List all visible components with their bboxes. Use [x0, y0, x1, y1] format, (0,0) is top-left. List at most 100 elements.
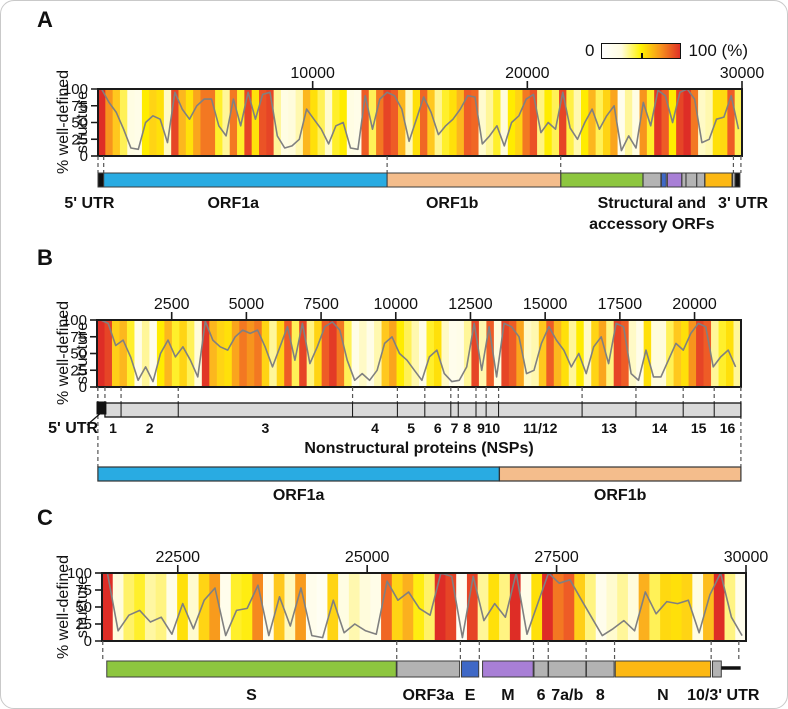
colorbar-legend: 0 100 (%): [585, 41, 748, 61]
heat-column: [727, 89, 736, 156]
heat-column: [424, 573, 436, 641]
nsp-label: 11/12: [523, 420, 557, 436]
heat-column: [411, 320, 420, 387]
heat-column: [661, 89, 670, 156]
x-tick-label: 5000: [229, 296, 265, 313]
nsp-label: 8: [463, 420, 471, 436]
heat-column: [246, 320, 255, 387]
heat-column: [735, 573, 747, 641]
genome-label: 5' UTR: [64, 195, 114, 212]
genome-label: M: [501, 687, 514, 704]
genome-segment: [533, 660, 549, 678]
nsp-bar: [104, 402, 742, 418]
heat-column: [696, 320, 704, 387]
heat-column: [712, 89, 721, 156]
panel-a-letter: A: [37, 7, 53, 32]
heat-column: [198, 573, 210, 641]
heat-column: [102, 573, 114, 641]
heat-column: [209, 573, 221, 641]
heat-column: [574, 573, 586, 641]
heat-column: [299, 320, 308, 387]
heat-column: [119, 320, 128, 387]
heat-column: [638, 573, 650, 641]
heat-column: [177, 573, 189, 641]
genome-segment: [386, 172, 562, 188]
heat-column: [434, 89, 443, 156]
heat-column: [434, 573, 446, 641]
heat-column: [602, 89, 611, 156]
heat-column: [703, 573, 715, 641]
heat-column: [478, 320, 487, 387]
genome-segment: [103, 172, 388, 188]
heat-column: [280, 89, 289, 156]
heat-column: [613, 320, 622, 387]
genome-label: 10/3' UTR: [687, 687, 760, 704]
y-tick-label: 100: [63, 81, 88, 98]
heat-column: [302, 89, 311, 156]
heat-column: [651, 320, 660, 387]
orf-segment: [97, 466, 500, 482]
nsp-label: 13: [601, 420, 617, 436]
heat-column: [441, 89, 450, 156]
heat-column: [332, 89, 340, 156]
x-tick-label: 12500: [448, 296, 493, 313]
genome-segment: [660, 172, 667, 188]
x-tick-label: 2500: [154, 296, 190, 313]
x-tick-label: 30000: [724, 549, 769, 566]
heat-column: [445, 573, 457, 641]
heat-column: [658, 320, 667, 387]
heat-column: [338, 573, 350, 641]
heat-column: [273, 89, 282, 156]
heat-column: [516, 320, 525, 387]
nsp-label: 10: [485, 420, 501, 436]
heat-column: [720, 89, 728, 156]
colorbar-max-label: 100 (%): [688, 41, 748, 60]
heat-column: [705, 89, 714, 156]
heat-column: [187, 573, 199, 641]
heat-column: [295, 89, 304, 156]
panel-c-letter: C: [37, 505, 53, 530]
heat-column: [654, 89, 662, 156]
heat-column: [627, 573, 640, 641]
heat-column: [568, 320, 577, 387]
heat-column: [134, 320, 143, 387]
heat-column: [141, 320, 150, 387]
genome-segment: [642, 172, 662, 188]
genome-label: accessory ORFs: [589, 216, 715, 233]
heat-column: [463, 320, 472, 387]
heat-column: [537, 89, 545, 156]
heat-column: [305, 573, 318, 641]
heat-column: [383, 89, 392, 156]
y-tick-label: 25: [70, 362, 87, 379]
heat-column: [546, 320, 555, 387]
heat-column: [185, 89, 194, 156]
genome-label: E: [465, 687, 476, 704]
nsp-label: 15: [691, 420, 707, 436]
heat-column: [112, 89, 121, 156]
heat-column: [273, 573, 285, 641]
heat-column: [515, 89, 523, 156]
structure-line: [100, 319, 737, 383]
heat-column: [222, 89, 231, 156]
heat-column: [419, 320, 427, 387]
heat-column: [523, 320, 532, 387]
heat-column: [391, 573, 403, 641]
nsp-caption: Nonstructural proteins (NSPs): [304, 440, 533, 457]
heat-column: [310, 89, 318, 156]
genome-segment: [685, 172, 698, 188]
heat-column: [366, 320, 375, 387]
heat-column: [126, 320, 135, 387]
panel-b-letter: B: [37, 245, 53, 270]
heat-column: [404, 320, 412, 387]
y-tick-label: 50: [71, 115, 88, 132]
heat-column: [359, 573, 371, 641]
genome-label: S: [246, 687, 257, 704]
genome-segment: [696, 172, 706, 188]
heat-column: [381, 573, 393, 641]
heat-column: [559, 89, 567, 156]
genome-segment: [666, 172, 683, 188]
heat-column: [368, 89, 377, 156]
heat-column: [703, 320, 712, 387]
heat-column: [466, 573, 479, 641]
heat-column: [398, 89, 406, 156]
